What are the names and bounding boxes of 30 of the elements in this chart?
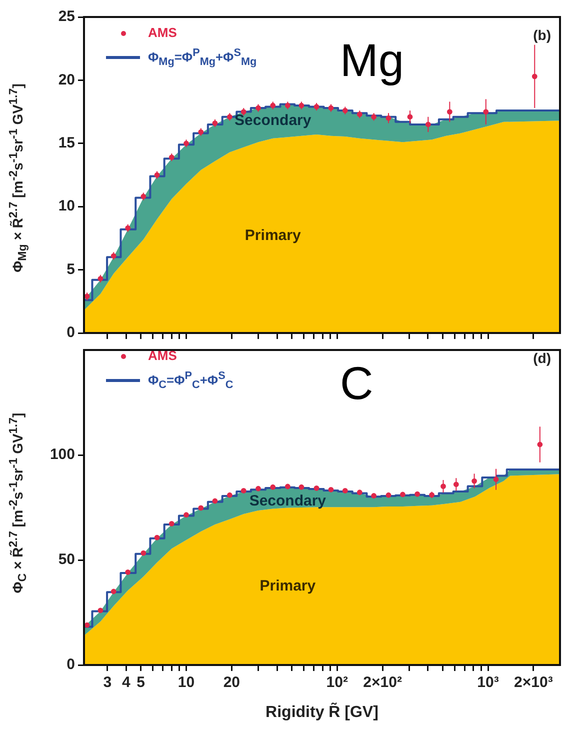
y-tick-label: 25: [58, 8, 75, 26]
series-label: Secondary: [234, 112, 312, 129]
x-tick-label: 4: [122, 674, 132, 692]
legend-label: AMS: [148, 347, 177, 365]
chart-title: C: [340, 357, 374, 409]
x-tick-label: 10²: [326, 674, 348, 692]
x-axis-title: Rigidity R̃ [GV]: [264, 704, 380, 722]
series-label: Secondary: [249, 492, 327, 510]
annotation: (d): [533, 350, 551, 366]
y-tick-label: 20: [58, 71, 75, 88]
x-tick-label: 20: [223, 674, 240, 692]
y-tick-label: 5: [66, 260, 75, 278]
x-tick-label: 5: [136, 674, 146, 692]
annotation: (b): [533, 27, 551, 43]
y-tick-label: 50: [58, 551, 75, 568]
x-tick-label: 2×10³: [514, 674, 553, 692]
y-tick-label: 15: [58, 134, 75, 152]
x-tick-label: 10³: [477, 674, 499, 692]
point: [371, 493, 377, 498]
x-tick-label: 2×10²: [363, 674, 402, 692]
legend-label: AMS: [148, 24, 177, 42]
x-tick-label: 3: [103, 674, 112, 692]
series-label: Primary: [260, 577, 316, 594]
chart-title: Mg: [340, 34, 404, 86]
y-tick-label: 0: [66, 324, 75, 342]
x-tick-label: 10: [178, 674, 195, 692]
y-tick-label: 100: [50, 446, 75, 464]
y-tick-label: 0: [66, 656, 75, 674]
series-label: Primary: [244, 226, 302, 244]
y-tick-label: 10: [58, 198, 75, 215]
